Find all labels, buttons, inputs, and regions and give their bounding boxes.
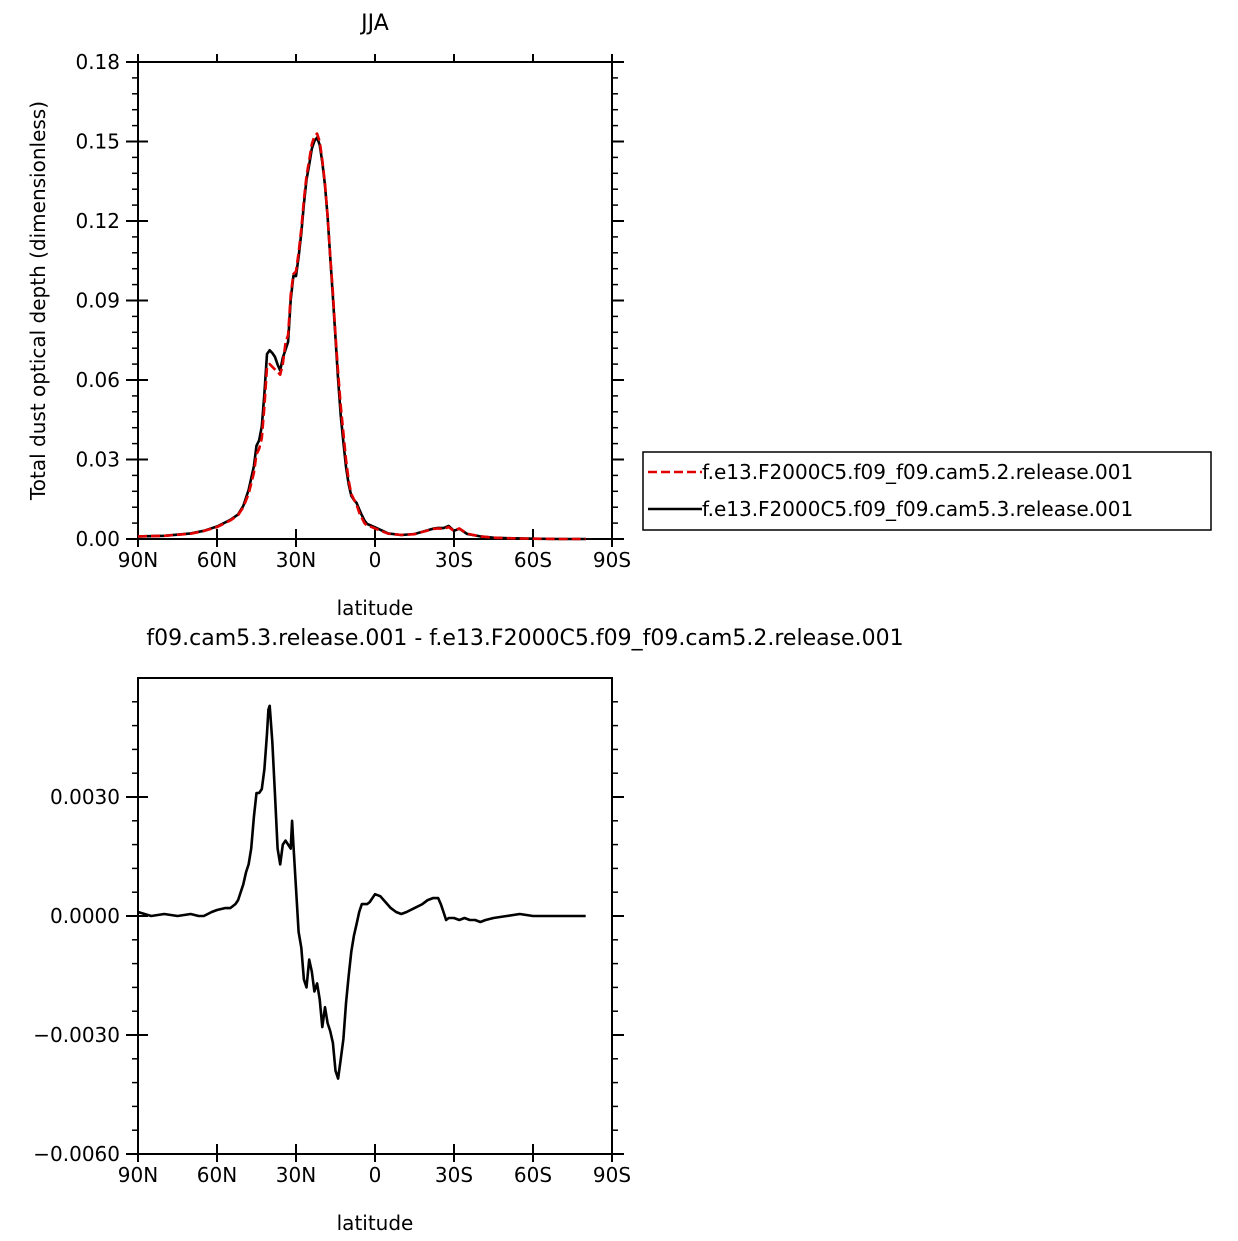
x-tick-label: 30S xyxy=(435,1163,473,1187)
y-tick-label: 0.09 xyxy=(75,289,120,313)
y-tick-label: 0.12 xyxy=(75,209,120,233)
x-tick-label: 30N xyxy=(276,548,316,572)
legend: f.e13.F2000C5.f09_f09.cam5.2.release.001… xyxy=(642,451,1212,531)
top-panel: JJA 90N 60N 30N 0 30S 60S 90S 0.00 0.03 0.06 0.09 0.… xyxy=(26,11,631,620)
x-tick-label: 60S xyxy=(514,548,552,572)
y-tick-label: 0.0030 xyxy=(50,785,120,809)
chart-title: f09.cam5.3.release.001 - f.e13.F2000C5.f… xyxy=(146,626,903,651)
x-axis-label: latitude xyxy=(337,596,414,620)
plot-frame xyxy=(137,61,613,540)
legend-entry-1: f.e13.F2000C5.f09_f09.cam5.3.release.001 xyxy=(702,497,1133,521)
series-line-1 xyxy=(137,136,586,541)
series-line-0 xyxy=(137,704,586,1080)
bottom-panel: f09.cam5.3.release.001 - f.e13.F2000C5.f… xyxy=(33,626,903,1235)
x-tick-label: 0 xyxy=(369,1163,382,1187)
x-tick-label: 60S xyxy=(514,1163,552,1187)
y-tick-label: 0.18 xyxy=(75,50,120,74)
x-tick-label: 90N xyxy=(118,1163,158,1187)
x-tick-label: 90N xyxy=(118,548,158,572)
x-tick-label: 0 xyxy=(369,548,382,572)
y-tick-label: −0.0030 xyxy=(33,1023,120,1047)
chart-title: JJA xyxy=(359,11,389,36)
y-tick-label: 0.15 xyxy=(75,130,120,154)
x-tick-label: 90S xyxy=(593,1163,631,1187)
y-tick-label: 0.00 xyxy=(75,527,120,551)
y-tick-label: 0.03 xyxy=(75,448,120,472)
x-axis-label: latitude xyxy=(337,1211,414,1235)
legend-entry-0: f.e13.F2000C5.f09_f09.cam5.2.release.001 xyxy=(702,460,1133,484)
y-axis-label: Total dust optical depth (dimensionless) xyxy=(26,101,50,501)
x-tick-label: 60N xyxy=(197,548,237,572)
x-tick-label: 30N xyxy=(276,1163,316,1187)
y-tick-label: 0.0000 xyxy=(50,904,120,928)
series-line-0 xyxy=(137,132,586,541)
x-tick-label: 90S xyxy=(593,548,631,572)
legend-box xyxy=(642,451,1212,531)
x-tick-label: 60N xyxy=(197,1163,237,1187)
x-tick-label: 30S xyxy=(435,548,473,572)
y-tick-label: −0.0060 xyxy=(33,1142,120,1166)
y-tick-label: 0.06 xyxy=(75,368,120,392)
